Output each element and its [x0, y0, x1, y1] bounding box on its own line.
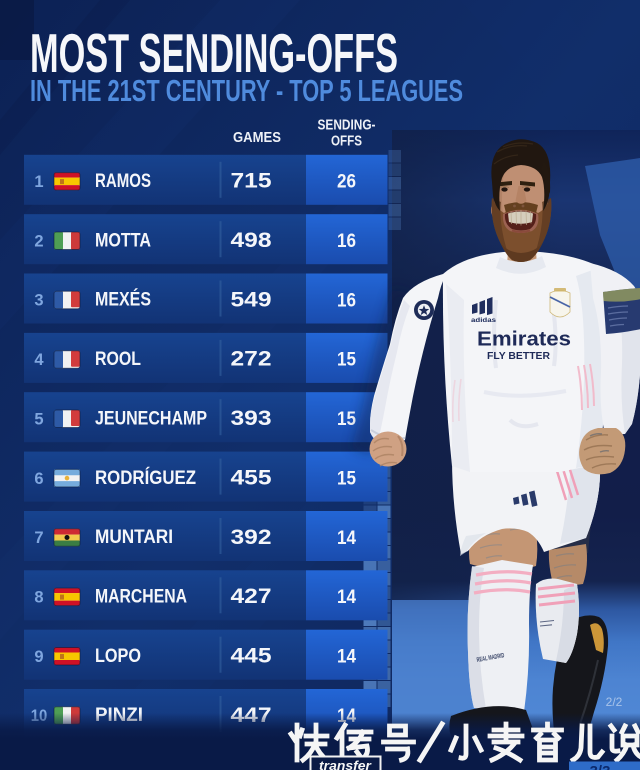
svg-text:14: 14	[337, 586, 356, 608]
svg-text:15: 15	[337, 408, 356, 430]
svg-text:1: 1	[34, 173, 43, 191]
svg-text:7: 7	[34, 529, 43, 547]
svg-text:adidas: adidas	[471, 318, 497, 324]
svg-text:445: 445	[231, 645, 272, 668]
svg-text:15: 15	[337, 467, 356, 489]
svg-text:LOPO: LOPO	[95, 645, 141, 667]
svg-text:RODRÍGUEZ: RODRÍGUEZ	[95, 466, 196, 489]
svg-text:715: 715	[231, 170, 272, 193]
svg-text:2: 2	[34, 232, 43, 250]
svg-text:FLY BETTER: FLY BETTER	[487, 351, 551, 362]
svg-text:498: 498	[231, 229, 272, 252]
svg-text:427: 427	[231, 585, 272, 608]
svg-text:transfer: transfer	[319, 758, 372, 770]
svg-text:JEUNECHAMP: JEUNECHAMP	[95, 407, 207, 429]
svg-text:MUNTARI: MUNTARI	[95, 526, 173, 548]
svg-text:OFFS: OFFS	[331, 134, 362, 150]
svg-text:GAMES: GAMES	[233, 129, 281, 146]
svg-text:15: 15	[337, 349, 356, 371]
svg-text:2/2: 2/2	[606, 695, 623, 709]
svg-text:14: 14	[337, 646, 356, 668]
svg-text:MEXÉS: MEXÉS	[95, 288, 151, 311]
svg-text:393: 393	[231, 407, 272, 430]
svg-text:3: 3	[34, 292, 43, 310]
svg-text:RAMOS: RAMOS	[95, 170, 151, 192]
svg-text:272: 272	[231, 348, 272, 371]
svg-text:26: 26	[337, 171, 356, 193]
svg-text:MOST SENDING-OFFS: MOST SENDING-OFFS	[30, 22, 398, 84]
svg-text:16: 16	[337, 230, 356, 252]
svg-text:IN THE 21ST CENTURY - TOP 5 LE: IN THE 21ST CENTURY - TOP 5 LEAGUES	[30, 73, 463, 108]
svg-text:4: 4	[34, 351, 44, 369]
svg-text:14: 14	[337, 527, 356, 549]
svg-text:455: 455	[231, 466, 272, 489]
svg-text:REAL MADRID: REAL MADRID	[476, 652, 505, 664]
svg-text:16: 16	[337, 289, 356, 311]
svg-text:392: 392	[231, 526, 272, 549]
svg-text:MARCHENA: MARCHENA	[95, 586, 187, 608]
svg-text:5: 5	[34, 410, 43, 428]
svg-text:9: 9	[34, 648, 43, 666]
svg-text:549: 549	[231, 288, 272, 311]
svg-text:MOTTA: MOTTA	[95, 229, 151, 251]
svg-text:Emirates: Emirates	[477, 329, 571, 351]
svg-text:SENDING-: SENDING-	[318, 118, 376, 134]
svg-text:ROOL: ROOL	[95, 348, 141, 370]
svg-text:6: 6	[34, 470, 43, 488]
svg-text:8: 8	[34, 589, 43, 607]
svg-text:3/3: 3/3	[590, 763, 611, 770]
